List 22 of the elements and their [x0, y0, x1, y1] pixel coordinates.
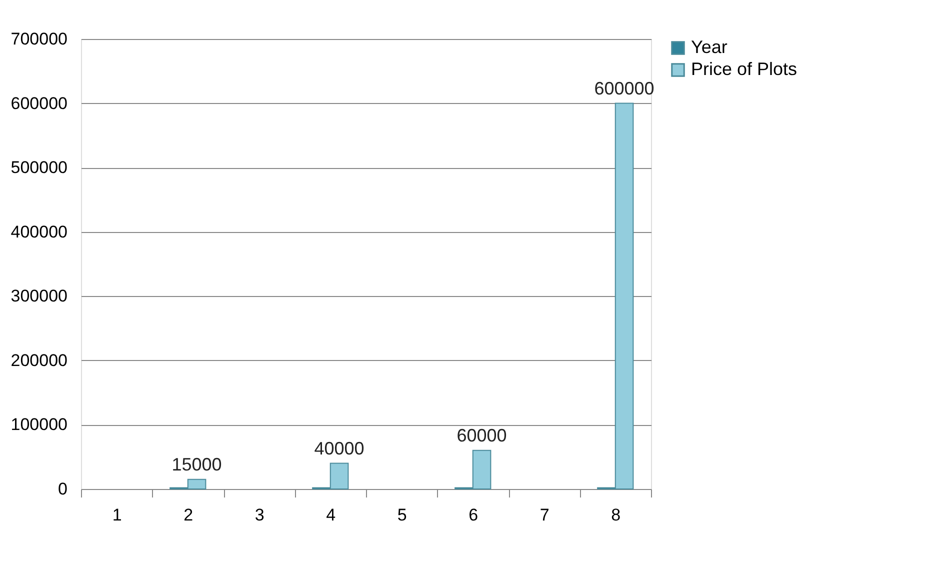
y-tick-label: 700000	[10, 30, 68, 48]
x-tick-label: 4	[326, 506, 336, 524]
x-tick-label: 8	[611, 506, 621, 524]
legend-label: Year	[691, 37, 728, 57]
y-tick-label: 0	[58, 480, 68, 498]
y-tick-label: 100000	[10, 415, 68, 434]
legend-label: Price of Plots	[691, 59, 798, 79]
data-label: 60000	[456, 425, 507, 446]
x-tick-label: 2	[184, 506, 194, 524]
y-tick-label: 400000	[10, 222, 68, 242]
x-tick-label: 5	[397, 506, 407, 524]
x-tick-label: 6	[468, 506, 478, 524]
data-label: 15000	[172, 454, 222, 474]
y-tick-label: 200000	[10, 350, 68, 370]
y-tick-label: 300000	[10, 286, 68, 306]
data-label: 40000	[314, 438, 364, 458]
x-tick-label: 1	[112, 506, 122, 524]
x-tick-label: 7	[540, 506, 550, 524]
data-label: 600000	[594, 78, 654, 98]
x-tick-label: 3	[254, 506, 264, 524]
y-tick-label: 500000	[10, 158, 68, 178]
y-tick-label: 600000	[10, 94, 68, 113]
